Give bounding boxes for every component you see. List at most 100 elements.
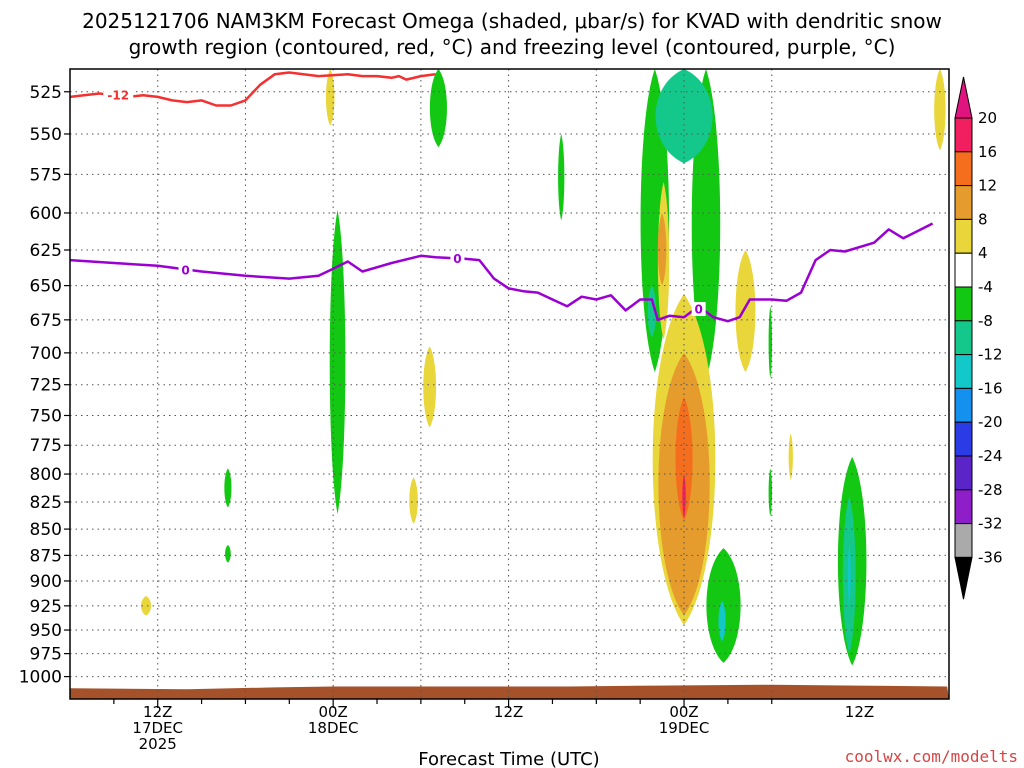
y-tick-label: 575 bbox=[30, 165, 62, 185]
freezing-level-label-3-bg bbox=[691, 302, 706, 317]
colorbar-segment bbox=[954, 218, 973, 254]
colorbar-label: 20 bbox=[978, 109, 997, 127]
colorbar-label: -16 bbox=[978, 379, 1003, 397]
y-tick-label: 550 bbox=[30, 125, 62, 145]
y-tick-label: 700 bbox=[30, 344, 62, 364]
colorbar-segment bbox=[954, 185, 973, 220]
y-tick-label: 650 bbox=[30, 277, 62, 297]
y-axis-pressure: 525 550 575 600 625 650 675 700 725 750 775 800 825 8… bbox=[19, 83, 70, 688]
colorbar-label: -4 bbox=[978, 278, 993, 296]
omega-region-24 bbox=[718, 600, 726, 642]
omega-region-1 bbox=[423, 346, 437, 428]
colorbar-label: -20 bbox=[978, 413, 1003, 431]
freezing-level-line bbox=[70, 222, 934, 323]
y-tick-label: 950 bbox=[30, 621, 62, 641]
colorbar-segment bbox=[954, 421, 973, 457]
x-tick-label: 12Z bbox=[143, 703, 172, 721]
colorbar-label: -28 bbox=[978, 481, 1003, 499]
x-tick-label: 00Z bbox=[669, 703, 698, 721]
omega-region-17 bbox=[675, 397, 693, 521]
y-tick-label: 825 bbox=[30, 493, 62, 513]
y-tick-label: 900 bbox=[30, 572, 62, 592]
x-tick-label: 2025 bbox=[139, 735, 177, 753]
colorbar-label: 12 bbox=[978, 177, 997, 195]
omega-region-18 bbox=[682, 474, 686, 519]
omega-region-15 bbox=[657, 212, 667, 286]
temperature-contours: 0 0 0 -12 bbox=[70, 71, 934, 323]
watermark: coolwx.com/modelts bbox=[845, 747, 1018, 766]
colorbar-segment bbox=[954, 523, 973, 558]
x-tick-label: 17DEC bbox=[132, 719, 183, 737]
y-tick-label: 525 bbox=[30, 83, 62, 103]
terrain-fill bbox=[70, 684, 949, 699]
freezing-level-label-1-bg bbox=[178, 263, 193, 278]
colorbar-segment bbox=[954, 489, 973, 525]
x-tick-label: 12Z bbox=[845, 703, 874, 721]
colorbar-top-arrow bbox=[954, 76, 973, 119]
y-tick-label: 725 bbox=[30, 376, 62, 396]
colorbar-segment bbox=[954, 387, 973, 423]
freezing-level-label-1: 0 bbox=[181, 264, 189, 278]
colorbar-segment bbox=[954, 252, 973, 288]
omega-region-21 bbox=[768, 306, 773, 379]
y-tick-label: 625 bbox=[30, 241, 62, 261]
colorbar-segment bbox=[954, 354, 973, 389]
colorbar-bottom-arrow bbox=[954, 556, 973, 600]
freezing-level-label-2: 0 bbox=[453, 252, 461, 266]
y-tick-label: 800 bbox=[30, 465, 62, 485]
colorbar-label: 4 bbox=[978, 244, 988, 262]
colorbar: 20 16 12 8 4 -4 -8 -12 -16 -20 -24 -28 -32 -36 bbox=[954, 76, 1003, 600]
y-tick-label: 850 bbox=[30, 520, 62, 540]
colorbar-label: -36 bbox=[978, 548, 1003, 566]
colorbar-label: -12 bbox=[978, 346, 1003, 364]
omega-region-2 bbox=[409, 477, 418, 524]
plot-frame bbox=[69, 68, 950, 700]
omega-region-6 bbox=[141, 595, 152, 616]
y-tick-label: 675 bbox=[30, 311, 62, 331]
omega-region-11 bbox=[655, 69, 713, 164]
freezing-level-label-3: 0 bbox=[694, 303, 702, 317]
y-tick-label: 600 bbox=[30, 204, 62, 224]
chart-title-line2: growth region (contoured, red, °C) and f… bbox=[129, 35, 896, 59]
colorbar-label: -8 bbox=[978, 312, 993, 330]
omega-region-3 bbox=[429, 69, 447, 148]
colorbar-segment bbox=[954, 286, 973, 322]
gridlines bbox=[70, 69, 949, 699]
x-tick-label: 19DEC bbox=[659, 719, 710, 737]
y-tick-label: 975 bbox=[30, 645, 62, 665]
plot-background bbox=[70, 69, 949, 699]
omega-region-28 bbox=[934, 69, 946, 151]
y-tick-label: 750 bbox=[30, 406, 62, 426]
x-tick-label: 12Z bbox=[494, 703, 523, 721]
y-tick-label: 875 bbox=[30, 546, 62, 566]
omega-region-27 bbox=[847, 544, 851, 606]
colorbar-segment bbox=[954, 151, 973, 187]
chart-title-line1: 2025121706 NAM3KM Forecast Omega (shaded… bbox=[82, 9, 942, 33]
dgz-label: -12 bbox=[107, 89, 129, 103]
colorbar-label: 16 bbox=[978, 143, 997, 161]
dgz-label-bg bbox=[103, 88, 134, 103]
omega-region-7 bbox=[558, 133, 565, 221]
omega-region-19 bbox=[735, 250, 756, 373]
colorbar-segment bbox=[954, 117, 973, 153]
omega-region-22 bbox=[768, 468, 773, 517]
colorbar-segment bbox=[954, 320, 973, 356]
x-tick-label: 18DEC bbox=[308, 719, 359, 737]
omega-region-5 bbox=[225, 544, 231, 563]
terrain-layer bbox=[70, 684, 949, 699]
colorbar-label: -24 bbox=[978, 447, 1003, 465]
omega-region-8 bbox=[325, 69, 335, 126]
freezing-level-label-2-bg bbox=[450, 251, 465, 266]
colorbar-label: -32 bbox=[978, 515, 1003, 533]
x-axis-label: Forecast Time (UTC) bbox=[418, 749, 599, 768]
omega-region-4 bbox=[224, 468, 232, 508]
y-tick-label: 1000 bbox=[19, 668, 62, 688]
x-tick-label: 00Z bbox=[318, 703, 347, 721]
y-tick-label: 775 bbox=[30, 436, 62, 456]
colorbar-segment bbox=[954, 455, 973, 491]
y-tick-label: 925 bbox=[30, 597, 62, 617]
colorbar-label: 8 bbox=[978, 210, 988, 228]
dgz-minus12-line bbox=[70, 71, 436, 107]
